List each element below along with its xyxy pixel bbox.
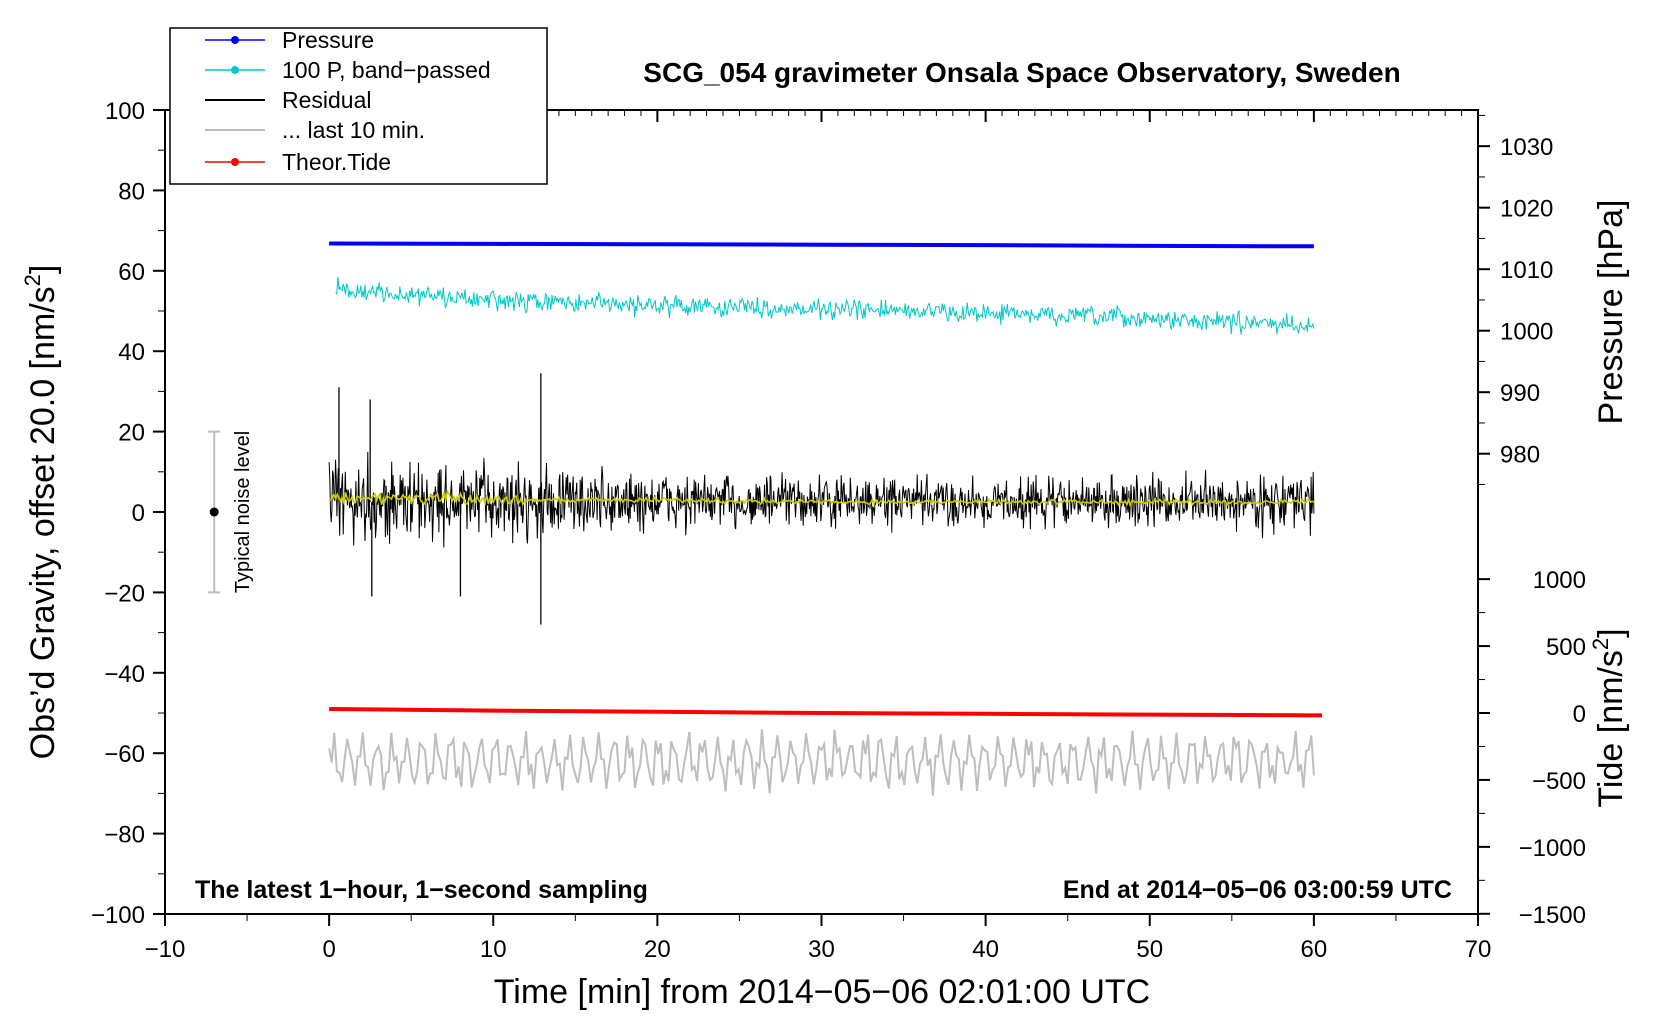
x-tick-label: 60	[1301, 936, 1328, 963]
x-tick-label: −10	[145, 936, 186, 963]
pressure-tick-label: 1010	[1500, 257, 1553, 284]
series-bandpassed-pressure	[335, 276, 1315, 335]
pressure-tick-label: 1030	[1500, 134, 1553, 161]
series-smoothed-residual	[328, 489, 1315, 508]
y-axis-label: Obs’d Gravity, offset 20.0 [nm/s2]	[20, 265, 62, 760]
y-tick-label: −20	[104, 580, 145, 607]
x-tick-label: 50	[1136, 936, 1163, 963]
legend-item-bandpassed: 100 P, band−passed	[205, 57, 491, 83]
x-tick-label: 20	[644, 936, 671, 963]
series-theor-tide	[329, 707, 1323, 718]
pressure-axis-label: Pressure [hPa]	[1592, 200, 1630, 425]
y-tick-label: 0	[132, 500, 145, 527]
chart-title: SCG_054 gravimeter Onsala Space Observat…	[643, 57, 1400, 88]
x-axis-ticks: −10 0 10 20 30 40 50 60 70	[145, 110, 1492, 963]
pressure-tick-label: 1020	[1500, 196, 1553, 223]
y-tick-label: 20	[118, 420, 145, 447]
tide-tick-label: −1500	[1519, 902, 1586, 929]
pressure-axis-ticks: 980 990 1000 1010 1020 1030	[1478, 114, 1553, 485]
x-tick-label: 40	[972, 936, 999, 963]
noise-level-indicator: Typical noise level	[208, 430, 254, 594]
tide-axis-ticks: −1500 −1000 −500 0 500 1000	[1478, 567, 1586, 929]
pressure-tick-label: 990	[1500, 380, 1540, 407]
x-tick-label: 0	[322, 936, 335, 963]
legend-label-bandpassed: 100 P, band−passed	[282, 57, 491, 83]
series-pressure	[329, 241, 1314, 249]
x-tick-label: 30	[808, 936, 835, 963]
tide-tick-label: 500	[1546, 634, 1586, 661]
legend-label-pressure: Pressure	[282, 27, 374, 53]
legend-item-theor-tide: Theor.Tide	[205, 149, 391, 175]
noise-bar-center-dot	[209, 507, 219, 517]
legend-item-pressure: Pressure	[205, 27, 374, 53]
legend-label-residual: Residual	[282, 87, 372, 113]
annotation-end-time: End at 2014−05−06 03:00:59 UTC	[1063, 876, 1452, 904]
legend-marker-theor-tide	[231, 158, 239, 166]
pressure-tick-label: 980	[1500, 442, 1540, 469]
tide-tick-label: 0	[1573, 701, 1586, 728]
x-tick-label: 70	[1465, 936, 1492, 963]
legend-item-last-10-min: ... last 10 min.	[205, 117, 425, 143]
y-axis-ticks: −100 −80 −60 −40 −20 0 20 40 60 80 100	[91, 98, 165, 929]
y-tick-label: −40	[104, 661, 145, 688]
y-tick-label: 100	[105, 98, 145, 125]
y-tick-label: 40	[118, 339, 145, 366]
tide-tick-label: −500	[1532, 768, 1586, 795]
legend-label-theor-tide: Theor.Tide	[282, 149, 391, 175]
chart-series	[328, 241, 1323, 796]
legend-item-residual: Residual	[205, 87, 372, 113]
legend: Pressure 100 P, band−passed Residual ...…	[169, 27, 548, 185]
annotation-sampling: The latest 1−hour, 1−second sampling	[195, 876, 648, 904]
x-tick-label: 10	[480, 936, 507, 963]
y-tick-label: −100	[91, 902, 145, 929]
y-tick-label: 60	[118, 259, 145, 286]
noise-bar-label: Typical noise level	[232, 431, 254, 593]
pressure-tick-label: 1000	[1500, 319, 1553, 346]
y-tick-label: −60	[104, 741, 145, 768]
tide-tick-label: 1000	[1533, 567, 1586, 594]
tide-axis-label: Tide [nm/s2]	[1588, 628, 1630, 807]
tide-tick-label: −1000	[1519, 835, 1586, 862]
x-axis-label: Time [min] from 2014−05−06 02:01:00 UTC	[494, 973, 1150, 1011]
series-residual	[328, 451, 1315, 548]
legend-label-last-10-min: ... last 10 min.	[282, 117, 425, 143]
legend-marker-bandpassed	[231, 66, 239, 74]
y-tick-label: 80	[118, 178, 145, 205]
legend-marker-pressure	[231, 36, 239, 44]
y-tick-label: −80	[104, 822, 145, 849]
legend-box	[169, 27, 548, 185]
series-last-10-min	[328, 729, 1315, 796]
